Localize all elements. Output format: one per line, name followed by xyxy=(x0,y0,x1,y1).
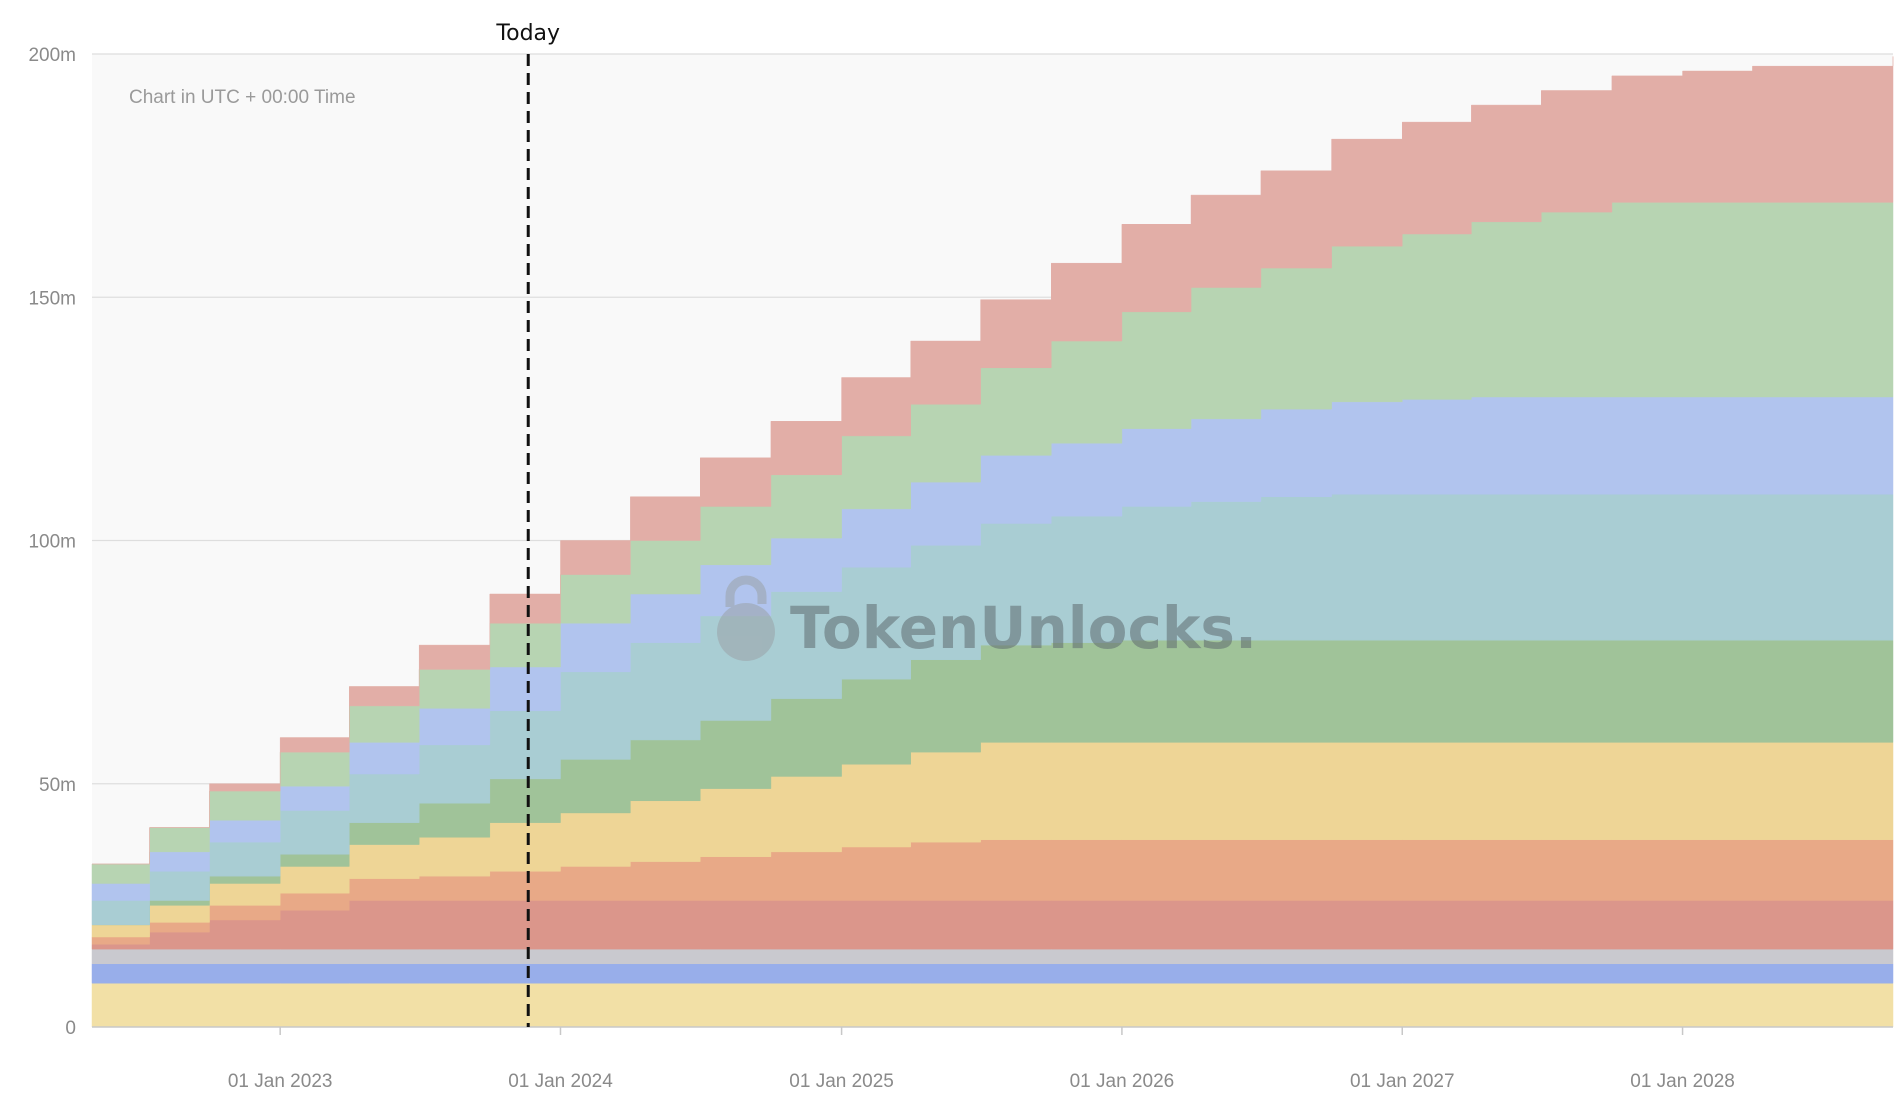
y-tick-label: 150m xyxy=(28,288,76,309)
stacked-areas xyxy=(91,56,1894,1028)
lock-icon xyxy=(717,575,775,661)
y-tick-label: 0 xyxy=(65,1018,76,1039)
x-tick-label: 01 Jan 2026 xyxy=(1070,1071,1175,1092)
x-tick-label: 01 Jan 2023 xyxy=(228,1071,333,1092)
area-series-2 xyxy=(91,963,1894,984)
today-marker: Today xyxy=(495,21,560,1027)
area-series-3 xyxy=(91,948,1894,965)
y-tick-label: 200m xyxy=(28,45,76,66)
y-tick-label: 50m xyxy=(39,775,76,796)
area-series-4 xyxy=(91,900,1894,950)
y-tick-label: 100m xyxy=(28,532,76,553)
area-series-1 xyxy=(91,982,1894,1028)
watermark-text: TokenUnlocks. xyxy=(790,594,1257,662)
x-tick-label: 01 Jan 2028 xyxy=(1630,1071,1735,1092)
x-tick-label: 01 Jan 2025 xyxy=(789,1071,894,1092)
axes: 0 50m 100m 150m 200m 01 Jan 2023 01 Jan 2024 01… xyxy=(28,45,1893,1092)
timezone-note: Chart in UTC + 00:00 Time xyxy=(129,87,356,108)
area-series-11 xyxy=(92,56,1894,865)
watermark: TokenUnlocks. xyxy=(717,575,1257,662)
today-label: Today xyxy=(495,21,560,46)
x-tick-label: 01 Jan 2027 xyxy=(1350,1071,1455,1092)
x-tick-label: 01 Jan 2024 xyxy=(508,1071,613,1092)
